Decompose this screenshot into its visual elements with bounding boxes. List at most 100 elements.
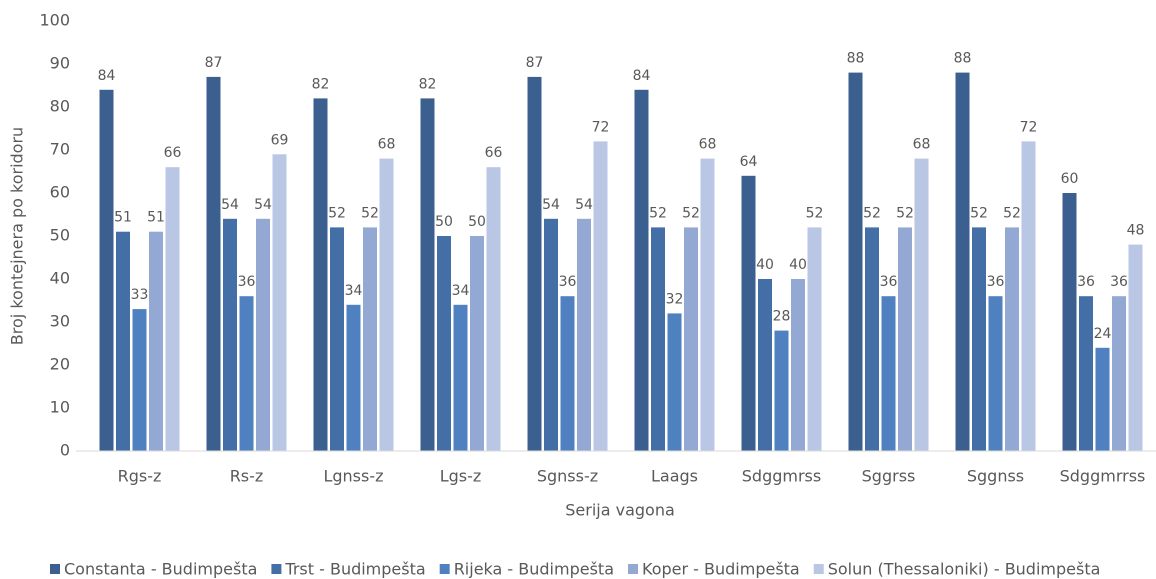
bar bbox=[99, 89, 114, 452]
bar bbox=[807, 227, 822, 451]
bar bbox=[700, 158, 715, 451]
data-label: 52 bbox=[970, 205, 988, 221]
bar bbox=[914, 158, 929, 451]
legend-swatch bbox=[50, 564, 60, 574]
bar bbox=[272, 154, 287, 452]
data-label: 28 bbox=[773, 309, 791, 325]
data-label: 87 bbox=[526, 55, 544, 71]
data-label: 36 bbox=[1110, 274, 1128, 290]
bar bbox=[593, 141, 608, 451]
y-tick-label: 60 bbox=[50, 183, 70, 202]
data-label: 68 bbox=[378, 137, 396, 153]
bar bbox=[1021, 141, 1036, 451]
data-label: 40 bbox=[756, 257, 774, 273]
x-tick-label: Lgnss-z bbox=[323, 467, 383, 486]
bar bbox=[881, 296, 896, 451]
bar bbox=[577, 218, 591, 451]
data-label: 66 bbox=[164, 145, 182, 161]
bar bbox=[544, 218, 558, 451]
data-label: 68 bbox=[913, 137, 931, 153]
legend-label: Constanta - Budimpešta bbox=[64, 560, 257, 579]
data-label: 52 bbox=[806, 205, 824, 221]
data-label: 32 bbox=[666, 291, 684, 307]
bar bbox=[330, 227, 344, 451]
legend-swatch bbox=[271, 564, 282, 574]
bar bbox=[165, 167, 180, 451]
bar bbox=[313, 98, 328, 452]
bar bbox=[865, 227, 879, 451]
data-label: 82 bbox=[312, 76, 330, 92]
data-label: 87 bbox=[205, 55, 223, 71]
bar bbox=[132, 309, 147, 451]
x-tick-label: Sgnss-z bbox=[537, 467, 598, 486]
bar bbox=[774, 330, 789, 451]
data-label: 36 bbox=[1077, 274, 1095, 290]
bar bbox=[420, 98, 435, 452]
bar bbox=[955, 72, 970, 451]
x-tick-label: Sdggmrss bbox=[742, 467, 821, 486]
data-label: 52 bbox=[1003, 205, 1021, 221]
x-axis-title: Serija vagona bbox=[565, 501, 675, 520]
x-tick-label: Sdggmrrss bbox=[1060, 467, 1146, 486]
bar bbox=[1079, 296, 1093, 451]
bar bbox=[684, 227, 698, 451]
x-tick-label: Sggrss bbox=[862, 467, 916, 486]
data-label: 36 bbox=[559, 274, 577, 290]
bar bbox=[972, 227, 986, 451]
data-label: 60 bbox=[1061, 171, 1079, 187]
legend-label: Solun (Thessaloniki) - Budimpešta bbox=[828, 560, 1101, 579]
data-label: 88 bbox=[954, 51, 972, 67]
data-label: 88 bbox=[847, 51, 865, 67]
bar bbox=[486, 167, 501, 451]
bar bbox=[116, 231, 130, 451]
data-label: 48 bbox=[1127, 223, 1145, 239]
bar bbox=[848, 72, 863, 451]
data-label: 52 bbox=[649, 205, 667, 221]
data-label: 72 bbox=[592, 119, 610, 135]
data-label: 24 bbox=[1094, 326, 1112, 342]
bar bbox=[1062, 193, 1077, 451]
bar bbox=[898, 227, 912, 451]
data-label: 34 bbox=[452, 283, 470, 299]
y-tick-label: 50 bbox=[50, 226, 70, 245]
data-label: 69 bbox=[271, 132, 289, 148]
legend-swatch bbox=[628, 564, 638, 574]
x-tick-label: Sggnss bbox=[967, 467, 1024, 486]
legend-label: Rijeka - Budimpešta bbox=[454, 560, 614, 579]
data-label: 82 bbox=[419, 76, 437, 92]
bar bbox=[346, 304, 361, 451]
bar bbox=[453, 304, 468, 451]
data-label: 34 bbox=[345, 283, 363, 299]
data-label: 54 bbox=[575, 197, 593, 213]
bar bbox=[1095, 347, 1110, 451]
bar bbox=[741, 175, 756, 452]
data-label: 51 bbox=[114, 210, 132, 226]
data-label: 84 bbox=[98, 68, 116, 84]
bar bbox=[634, 89, 649, 452]
x-tick-label: Rgs-z bbox=[118, 467, 162, 486]
bar bbox=[363, 227, 377, 451]
data-label: 52 bbox=[328, 205, 346, 221]
legend-label: Koper - Budimpešta bbox=[642, 560, 800, 579]
data-label: 52 bbox=[682, 205, 700, 221]
legend-swatch bbox=[813, 564, 824, 574]
y-tick-label: 40 bbox=[50, 269, 70, 288]
bar bbox=[988, 296, 1003, 451]
bar bbox=[470, 236, 484, 451]
data-label: 36 bbox=[880, 274, 898, 290]
x-tick-label: Lgs-z bbox=[440, 467, 482, 486]
data-label: 40 bbox=[789, 257, 807, 273]
bar bbox=[1005, 227, 1019, 451]
y-tick-label: 90 bbox=[50, 54, 70, 73]
bar bbox=[560, 296, 575, 451]
legend-swatch bbox=[439, 564, 450, 574]
data-label: 52 bbox=[863, 205, 881, 221]
y-axis-title: Broj kontejnera po koridoru bbox=[8, 127, 27, 345]
bar bbox=[206, 76, 221, 452]
data-label: 72 bbox=[1020, 119, 1038, 135]
data-label: 50 bbox=[468, 214, 486, 230]
y-tick-label: 20 bbox=[50, 355, 70, 374]
data-label: 68 bbox=[699, 137, 717, 153]
data-label: 84 bbox=[633, 68, 651, 84]
